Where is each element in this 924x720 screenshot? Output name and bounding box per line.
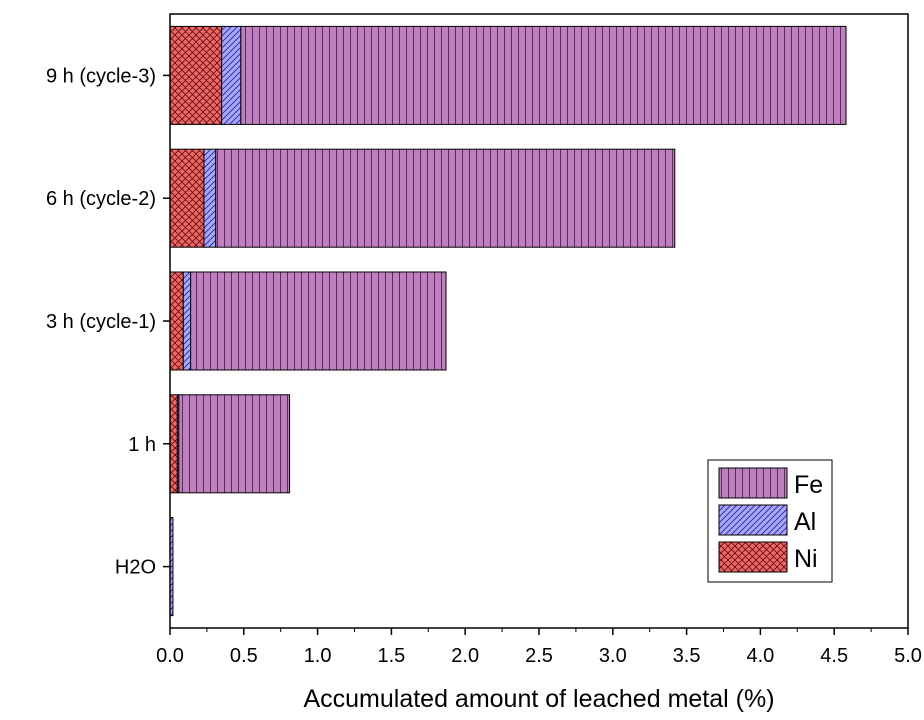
y-tick-label: 6 h (cycle-2) bbox=[46, 188, 156, 210]
bar-fe-6-h-cycle-2 bbox=[215, 148, 676, 248]
bar-fe-1-h bbox=[178, 394, 291, 494]
x-tick-label: 5.0 bbox=[894, 645, 922, 667]
x-tick-label: 3.5 bbox=[673, 645, 701, 667]
x-tick-label: 2.5 bbox=[525, 645, 553, 667]
bar-al-3-h-cycle-1 bbox=[182, 271, 192, 371]
x-axis: 0.0 0.5 1.0 1.5 2.0 2.5 3.0 3.5 4.0 4.5 5.0 bbox=[156, 628, 922, 667]
bar-ni-6-h-cycle-2 bbox=[169, 148, 205, 248]
x-tick-label: 2.0 bbox=[451, 645, 479, 667]
y-axis: H2O 1 h 3 h (cycle-1) 6 h (cycle-2) 9 h (cyc… bbox=[46, 65, 170, 579]
legend-label-fe: Fe bbox=[794, 471, 823, 499]
bar-al-6-h-cycle-2 bbox=[203, 148, 217, 248]
x-axis-title: Accumulated amount of leached metal (%) bbox=[303, 685, 774, 713]
legend: Fe Al Ni bbox=[707, 459, 833, 583]
x-tick-label: 0.0 bbox=[156, 645, 184, 667]
legend-swatch-ni bbox=[718, 541, 788, 573]
bar-ni-1-h bbox=[169, 394, 178, 494]
x-tick-label: 4.0 bbox=[746, 645, 774, 667]
x-tick-label: 1.5 bbox=[377, 645, 405, 667]
bar-fe-3-h-cycle-1 bbox=[190, 271, 447, 371]
y-tick-label: 1 h bbox=[128, 434, 156, 456]
legend-label-ni: Ni bbox=[794, 545, 818, 573]
bars-layer bbox=[169, 25, 847, 617]
y-tick-label: 3 h (cycle-1) bbox=[46, 311, 156, 333]
bar-ni-3-h-cycle-1 bbox=[169, 271, 184, 371]
legend-swatch-al bbox=[718, 504, 788, 536]
bar-fe-9-h-cycle-3 bbox=[240, 25, 847, 125]
bar-al-9-h-cycle-3 bbox=[221, 25, 242, 125]
x-tick-label: 1.0 bbox=[304, 645, 332, 667]
y-tick-label: H2O bbox=[115, 557, 156, 579]
x-tick-label: 3.0 bbox=[599, 645, 627, 667]
bar-ni-9-h-cycle-3 bbox=[169, 25, 223, 125]
x-tick-label: 0.5 bbox=[230, 645, 258, 667]
x-tick-label: 4.5 bbox=[820, 645, 848, 667]
legend-swatch-fe bbox=[718, 467, 788, 499]
legend-label-al: Al bbox=[794, 508, 816, 536]
y-tick-label: 9 h (cycle-3) bbox=[46, 65, 156, 87]
